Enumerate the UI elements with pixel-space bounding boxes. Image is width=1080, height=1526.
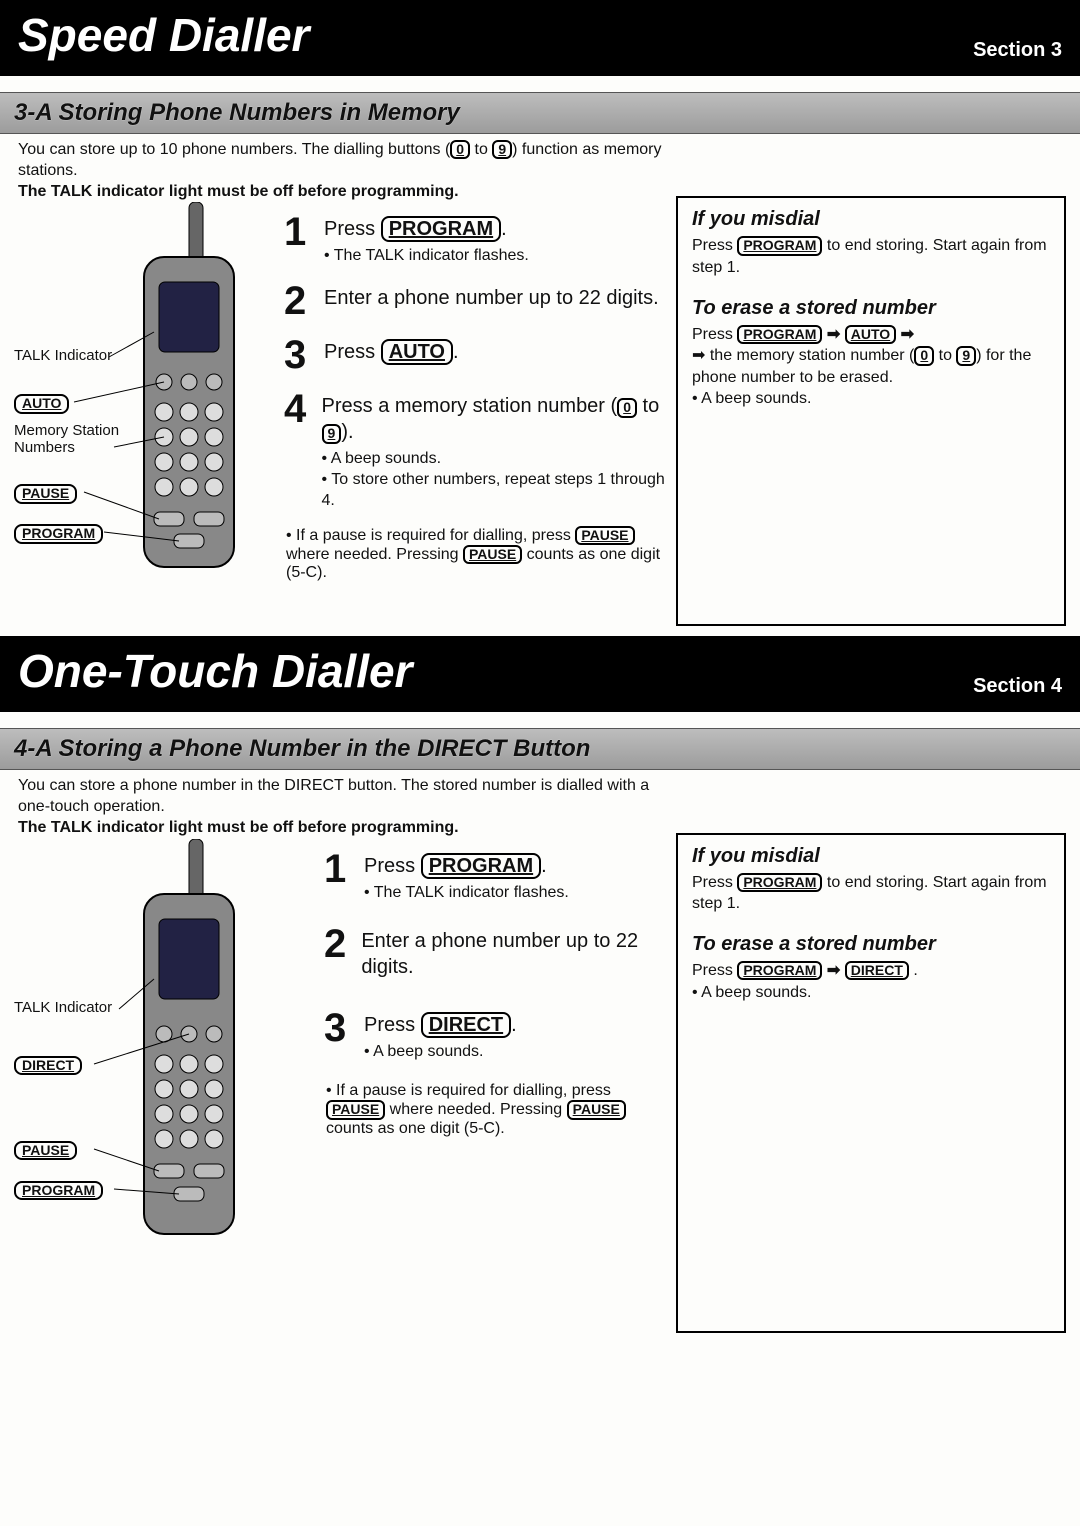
program-button-icon: PROGRAM bbox=[737, 961, 822, 980]
section4-header: One-Touch Dialler Section 4 bbox=[0, 636, 1080, 712]
arrow-right-icon: ➡ bbox=[822, 326, 844, 343]
section3-number: Section 3 bbox=[973, 39, 1062, 62]
section4-title: One-Touch Dialler bbox=[18, 644, 412, 698]
step-3: 3 Press DIRECT. A beep sounds. bbox=[324, 1008, 666, 1063]
section3-sidebar: If you misdial Press PROGRAM to end stor… bbox=[676, 196, 1066, 626]
callout-pause: PAUSE bbox=[14, 1141, 77, 1160]
section3-steps: 1 Press PROGRAM. The TALK indicator flas… bbox=[284, 202, 666, 582]
section3-intro: You can store up to 10 phone numbers. Th… bbox=[0, 134, 700, 202]
step-2: 2 Enter a phone number up to 22 digits. bbox=[284, 281, 666, 321]
erase-title: To erase a stored number bbox=[692, 933, 1050, 956]
pause-button-icon: PAUSE bbox=[463, 545, 522, 564]
section4-number: Section 4 bbox=[973, 675, 1062, 698]
pause-button-icon: PAUSE bbox=[567, 1100, 626, 1119]
key-0-icon: 0 bbox=[914, 346, 934, 365]
pause-note: If a pause is required for dialling, pre… bbox=[324, 1082, 666, 1137]
direct-button-icon: DIRECT bbox=[845, 961, 909, 980]
key-0-icon: 0 bbox=[617, 398, 637, 417]
pause-note: If a pause is required for dialling, pre… bbox=[284, 526, 666, 583]
section4-intro: You can store a phone number in the DIRE… bbox=[0, 770, 700, 838]
misdial-title: If you misdial bbox=[692, 845, 1050, 868]
step-3: 3 Press AUTO. bbox=[284, 335, 666, 375]
callout-memstation: Memory Station Numbers bbox=[14, 422, 124, 456]
auto-button-icon: AUTO bbox=[381, 339, 453, 365]
callout-program: PROGRAM bbox=[14, 1181, 103, 1200]
step-1: 1 Press PROGRAM. The TALK indicator flas… bbox=[284, 212, 666, 267]
key-0-icon: 0 bbox=[450, 140, 470, 159]
arrow-right-icon: ➡ bbox=[822, 962, 844, 979]
pause-button-icon: PAUSE bbox=[326, 1100, 385, 1119]
section4-steps: 1 Press PROGRAM. The TALK indicator flas… bbox=[284, 839, 666, 1138]
step-1: 1 Press PROGRAM. The TALK indicator flas… bbox=[324, 849, 666, 904]
pause-button-icon: PAUSE bbox=[575, 526, 634, 545]
program-button-icon: PROGRAM bbox=[737, 236, 822, 255]
key-9-icon: 9 bbox=[956, 346, 976, 365]
callout-pause: PAUSE bbox=[14, 484, 77, 503]
section3-subheader: 3-A Storing Phone Numbers in Memory bbox=[0, 92, 1080, 134]
program-button-icon: PROGRAM bbox=[737, 325, 822, 344]
program-button-icon: PROGRAM bbox=[421, 853, 541, 879]
key-9-icon: 9 bbox=[492, 140, 512, 159]
section3-header: Speed Dialler Section 3 bbox=[0, 0, 1080, 76]
section3-title: Speed Dialler bbox=[18, 8, 309, 62]
erase-title: To erase a stored number bbox=[692, 297, 1050, 320]
callout-talk: TALK Indicator bbox=[14, 999, 112, 1016]
section4-diagram: TALK Indicator DIRECT PAUSE PROGRAM bbox=[14, 839, 274, 1259]
callout-direct: DIRECT bbox=[14, 1056, 82, 1075]
step-4: 4 Press a memory station number (0 to 9)… bbox=[284, 389, 666, 511]
arrow-right-icon: ➡ bbox=[896, 326, 914, 343]
step-2: 2 Enter a phone number up to 22 digits. bbox=[324, 924, 666, 980]
direct-button-icon: DIRECT bbox=[421, 1012, 511, 1038]
section4-subheader: 4-A Storing a Phone Number in the DIRECT… bbox=[0, 728, 1080, 770]
misdial-title: If you misdial bbox=[692, 208, 1050, 231]
key-9-icon: 9 bbox=[322, 424, 342, 443]
callout-program: PROGRAM bbox=[14, 524, 103, 543]
section4-sidebar: If you misdial Press PROGRAM to end stor… bbox=[676, 833, 1066, 1333]
program-button-icon: PROGRAM bbox=[381, 216, 501, 242]
auto-button-icon: AUTO bbox=[845, 325, 896, 344]
section3-diagram: TALK Indicator AUTO Memory Station Numbe… bbox=[14, 202, 274, 582]
callout-auto: AUTO bbox=[14, 394, 69, 413]
program-button-icon: PROGRAM bbox=[737, 873, 822, 892]
section3-intro-bold: The TALK indicator light must be off bef… bbox=[18, 182, 682, 203]
callout-talk: TALK Indicator bbox=[14, 347, 112, 364]
